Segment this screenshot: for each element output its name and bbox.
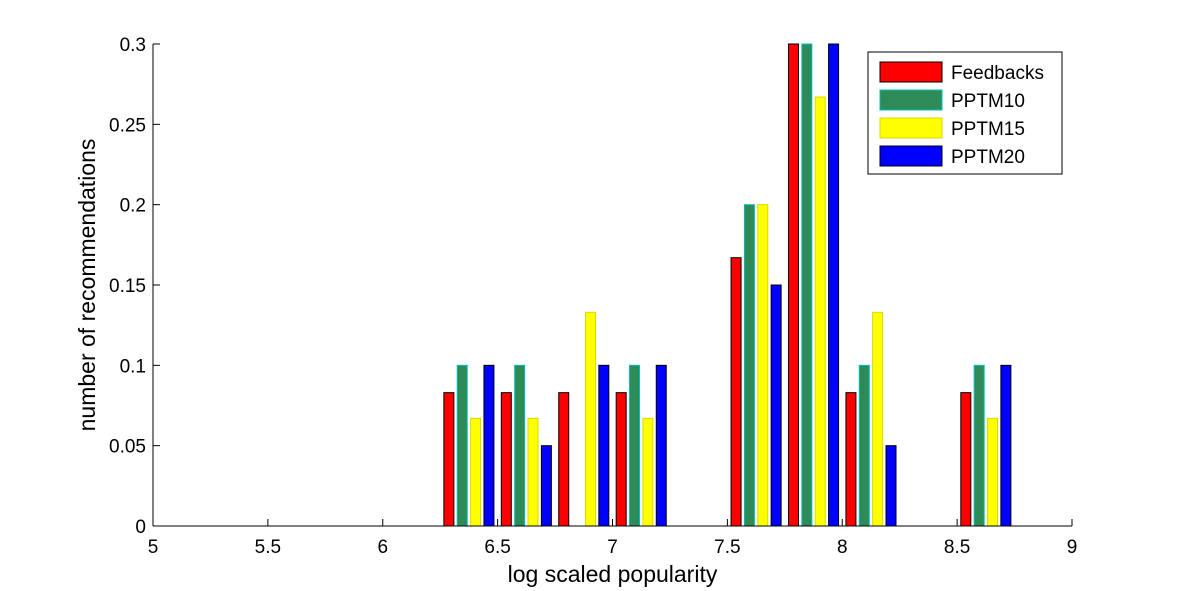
bar-pptm10-14 xyxy=(973,364,985,527)
y-tick-label: 0.3 xyxy=(120,35,146,56)
x-tick-label: 6 xyxy=(377,537,388,558)
axes-layer: 5 5.5 6 6.5 7 7.5 8 8.5 9 0 0.05 0.1 0.15 0.2 0.25 0.3 xyxy=(109,35,1077,558)
x-tick-label: 7 xyxy=(607,537,618,558)
bar-pptm10-12 xyxy=(858,364,870,527)
legend-swatch-feedbacks xyxy=(879,61,943,83)
bar-pptm20-6 xyxy=(540,445,552,527)
legend-swatch-pptm20 xyxy=(879,145,943,167)
legend-label-feedbacks: Feedbacks xyxy=(951,63,1044,84)
y-tick-label: 0.25 xyxy=(109,115,146,136)
bar-pptm20-7 xyxy=(598,364,610,527)
bar-pptm10-11 xyxy=(801,43,813,527)
x-tick-label: 7.5 xyxy=(714,537,740,558)
legend-label-pptm15: PPTM15 xyxy=(951,119,1025,140)
bar-feedbacks-7 xyxy=(558,392,570,527)
bar-pptm10-6 xyxy=(514,364,526,527)
bar-pptm20-14 xyxy=(1000,364,1012,527)
bar-feedbacks-10 xyxy=(730,257,742,527)
bar-feedbacks-8 xyxy=(615,392,627,527)
legend-label-pptm10: PPTM10 xyxy=(951,91,1025,112)
bar-feedbacks-5 xyxy=(443,392,455,527)
bar-pptm15-10 xyxy=(757,204,769,527)
x-tick-label: 8 xyxy=(837,537,848,558)
bar-pptm15-14 xyxy=(987,417,999,527)
legend-swatch-pptm15 xyxy=(879,117,943,139)
bar-feedbacks-12 xyxy=(845,392,857,527)
bar-pptm20-12 xyxy=(885,445,897,527)
bar-pptm20-5 xyxy=(483,364,495,527)
bar-feedbacks-6 xyxy=(500,392,512,527)
x-tick-label: 9 xyxy=(1067,537,1078,558)
legend: Feedbacks PPTM10 PPTM15 PPTM20 xyxy=(867,51,1063,175)
bar-pptm15-8 xyxy=(642,417,654,527)
bar-pptm15-11 xyxy=(814,96,826,527)
bar-feedbacks-14 xyxy=(960,392,972,527)
x-axis-label: log scaled popularity xyxy=(508,561,718,587)
bar-pptm20-10 xyxy=(770,284,782,527)
y-tick-label: 0.1 xyxy=(120,356,146,377)
bar-pptm20-8 xyxy=(655,364,667,527)
y-tick-label: 0 xyxy=(135,517,146,538)
bars-layer xyxy=(443,43,1012,527)
y-tick-label: 0.2 xyxy=(120,196,146,217)
x-tick-label: 5.5 xyxy=(255,537,281,558)
y-axis-label: number of recommendations xyxy=(74,139,100,432)
y-tick-label: 0.15 xyxy=(109,276,146,297)
bar-pptm15-5 xyxy=(470,417,482,527)
bar-pptm15-12 xyxy=(872,311,884,527)
x-tick-label: 6.5 xyxy=(484,537,510,558)
bar-pptm10-5 xyxy=(456,364,468,527)
bar-pptm10-8 xyxy=(629,364,641,527)
legend-swatch-pptm10 xyxy=(879,89,943,111)
x-tick-label: 5 xyxy=(148,537,159,558)
bar-feedbacks-11 xyxy=(787,43,799,527)
bar-pptm10-10 xyxy=(743,204,755,527)
x-tick-label: 8.5 xyxy=(944,537,970,558)
bar-pptm15-6 xyxy=(527,417,539,527)
y-tick-label: 0.05 xyxy=(109,437,146,458)
legend-label-pptm20: PPTM20 xyxy=(951,147,1025,168)
bar-pptm20-11 xyxy=(828,43,840,527)
bar-pptm15-7 xyxy=(584,311,596,527)
